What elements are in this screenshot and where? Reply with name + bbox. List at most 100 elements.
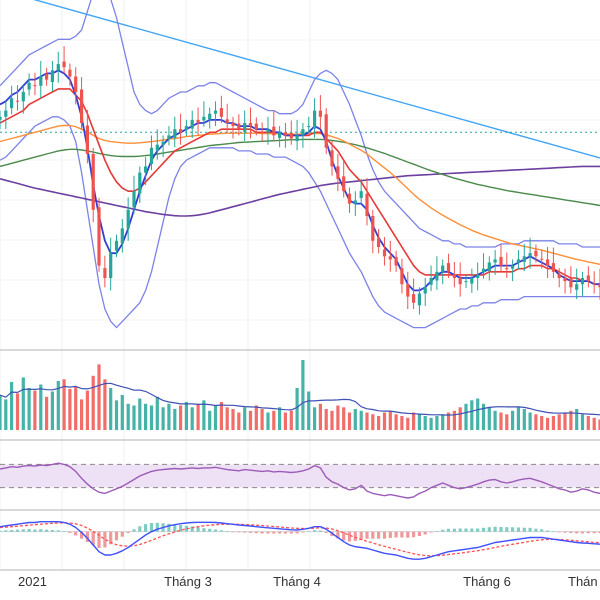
macd-histogram-bar [586,531,590,534]
macd-histogram-bar [184,525,188,532]
volume-bar [336,405,340,430]
candle-body [452,274,456,278]
volume-bar [540,416,544,430]
volume-bar [289,410,293,431]
volume-bar [45,396,49,431]
volume-bar [551,416,555,430]
volume-bar [586,416,590,430]
volume-bar [481,403,486,431]
candle-body [540,258,544,260]
macd-histogram-bar [575,531,579,534]
volume-bar [505,414,509,431]
volume-bar [243,407,247,431]
volume-bar [598,419,600,430]
volume-bar [190,407,194,431]
volume-bar [39,384,43,430]
candle-body [114,240,119,251]
volume-bar [97,364,101,430]
candle-body [278,132,282,138]
macd-histogram-bar [120,531,124,537]
candle-body [161,141,165,145]
volume-bar [144,403,148,431]
macd-histogram-bar [91,531,95,546]
candle-body [33,85,37,87]
macd-panel [0,521,600,560]
candle-body [569,278,573,288]
volume-panel [0,360,600,431]
macd-histogram-bar [85,531,89,542]
macd-histogram-bar [74,531,78,536]
macd-histogram-bar [365,531,369,539]
volume-bar [417,414,421,431]
x-tick-label: Tháng 6 [463,574,511,589]
volume-bar [307,391,311,430]
macd-histogram-bar [499,527,503,532]
macd-histogram-bar [208,528,212,532]
volume-bar [318,403,322,431]
macd-histogram-bar [132,529,136,532]
candle-body [563,278,567,282]
volume-bar [266,412,270,430]
macd-histogram-bar [39,529,43,532]
macd-histogram-bar [202,528,206,532]
macd-histogram-bar [4,530,8,532]
volume-bar [62,379,66,431]
candle-body [499,256,503,266]
volume-bar [109,388,113,430]
candle-body [120,228,124,244]
macd-histogram-bar [557,531,561,533]
candle-body [347,193,352,204]
volume-bar [50,391,54,430]
volume-bar [237,412,241,430]
macd-histogram-bar [505,527,509,532]
volume-bar [56,381,60,430]
macd-histogram-bar [563,531,567,533]
volume-bar [313,407,317,431]
macd-histogram-bar [412,531,416,538]
macd-histogram-bar [394,531,398,538]
candle-body [225,119,229,123]
candle-body [4,110,8,117]
candle-body [417,293,421,306]
candle-body [365,193,369,216]
macd-histogram-bar [272,531,276,534]
candle-body [27,82,31,90]
candle-body [516,259,520,264]
volume-bar [546,417,550,431]
macd-histogram-bar [155,522,159,532]
candle-body [149,147,154,164]
macd-histogram-bar [179,525,183,532]
macd-histogram-bar [15,529,20,532]
rsi-band [0,464,600,488]
volume-bar [68,388,72,430]
volume-bar [161,407,165,431]
candle-body [592,283,596,285]
volume-bar [458,407,462,431]
macd-histogram-bar [476,528,480,532]
volume-bar [173,409,177,430]
macd-histogram-bar [377,531,381,539]
macd-histogram-bar [435,531,439,532]
macd-histogram-bar [80,531,84,539]
candle-body [423,287,427,294]
candle-body [21,92,25,102]
candle-body [254,123,258,130]
macd-histogram-bar [45,529,49,532]
candle-body [266,129,270,133]
macd-histogram-bar [400,531,404,538]
candle-body [39,76,43,86]
candle-body [429,278,433,285]
candle-body [56,64,60,71]
macd-histogram-bar [307,531,311,533]
macd-histogram-bar [190,526,194,532]
macd-histogram-bar [10,530,14,532]
macd-histogram-bar [62,531,66,532]
candle-body [243,123,247,132]
candle-body [441,265,445,272]
volume-bar [21,377,25,430]
macd-histogram-bar [27,529,31,532]
candle-body [359,191,363,198]
macd-histogram-bar [149,523,154,532]
macd-histogram-bar [481,527,486,532]
volume-bar [33,390,37,430]
